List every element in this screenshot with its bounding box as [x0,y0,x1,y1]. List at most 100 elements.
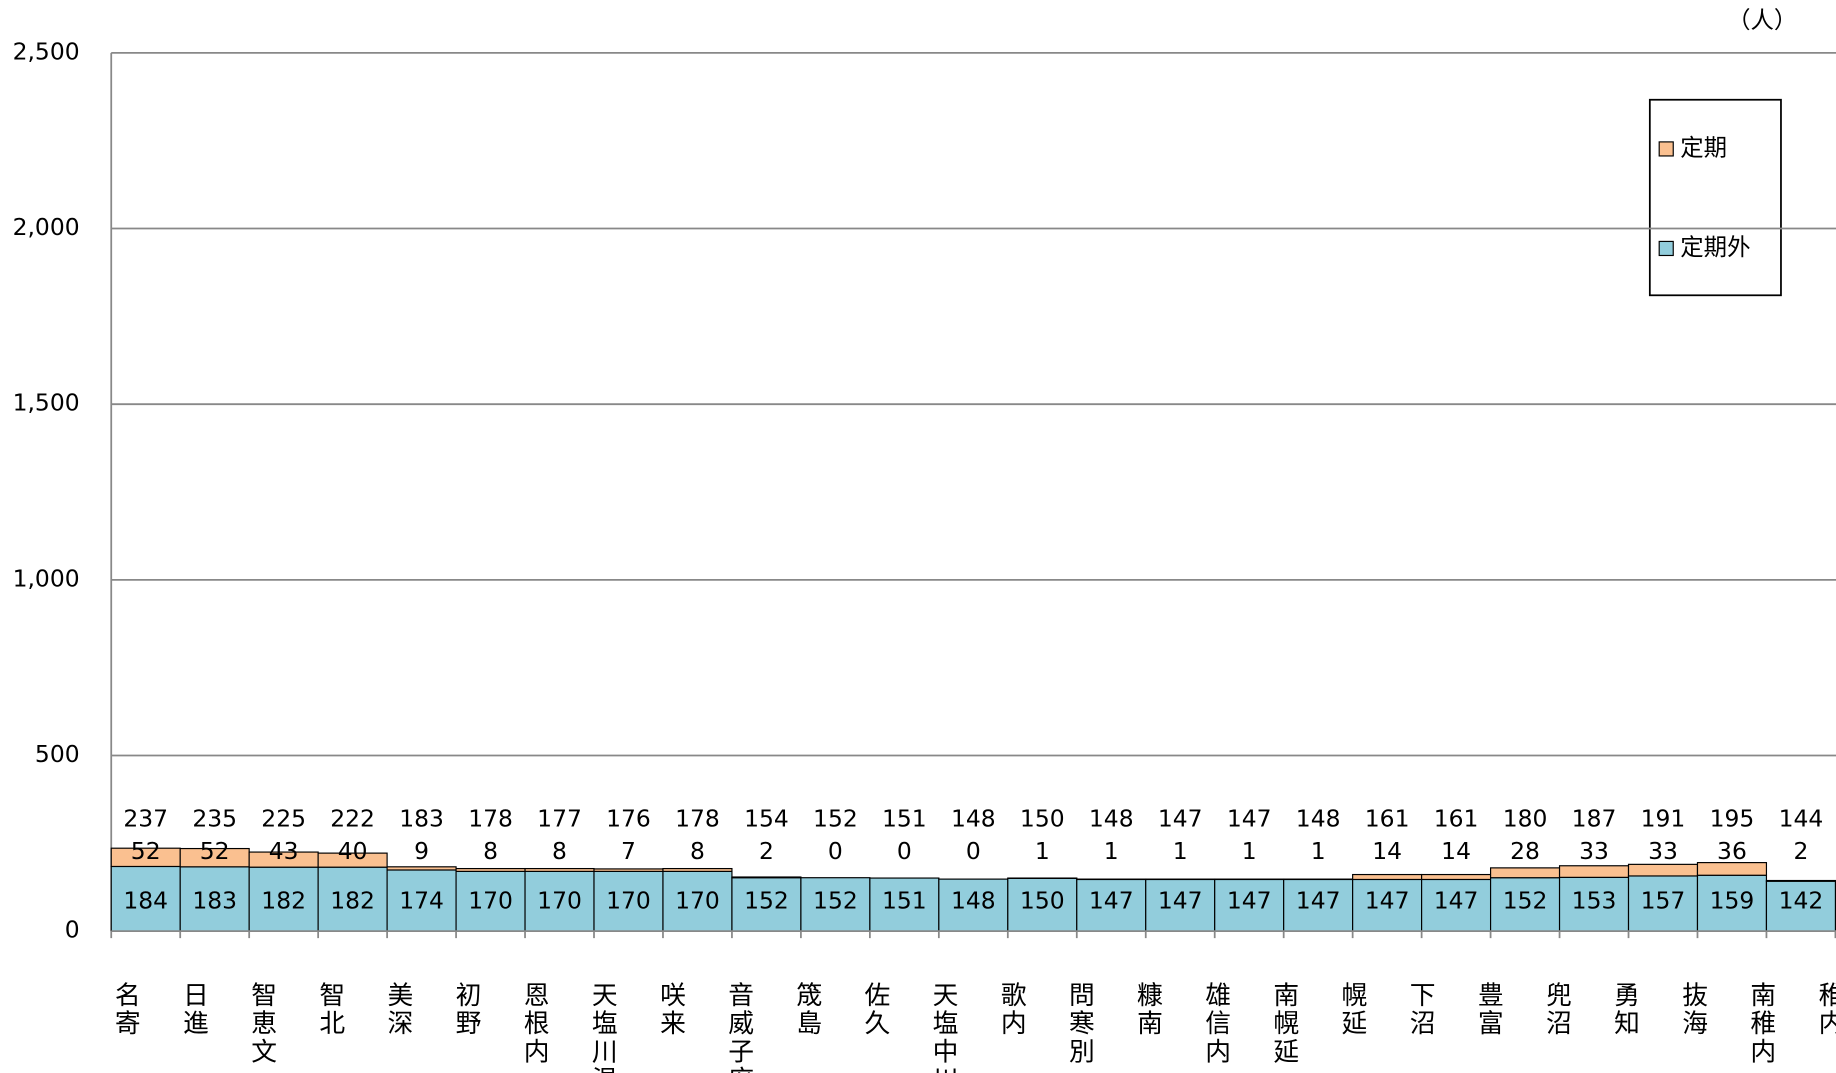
x-tick-label: 美深 [383,981,413,1038]
total-label: 148 [1089,804,1134,832]
bar-segment [524,867,595,872]
total-label: 147 [1227,804,1272,832]
data-label: 14 [1441,837,1471,865]
x-tick-label: 名寄 [110,981,140,1038]
data-label: 28 [1510,837,1540,865]
data-label: 170 [468,886,513,914]
x-tick-label: 稚内 [1814,981,1836,1038]
data-label: 14 [1372,837,1402,865]
y-tick-label: 2,500 [13,37,80,65]
bar-segment [662,870,733,932]
data-label: 0 [966,837,981,865]
data-label: 1 [1104,837,1119,865]
x-tick-label: 雄信内 [1201,981,1231,1066]
bar-segment [455,870,526,932]
x-tick-label: 筬島 [792,981,822,1038]
total-label: 187 [1572,804,1617,832]
x-tick-label: 天塩川温泉 [587,981,617,1073]
x-tick-label: 咲来 [655,981,685,1038]
total-label: 150 [1020,804,1065,832]
total-label: 148 [951,804,996,832]
data-label: 8 [690,837,705,865]
total-label: 161 [1365,804,1410,832]
x-tick-label: 佐久 [860,981,890,1038]
bar-segment [869,877,940,932]
total-label: 237 [123,804,168,832]
bar-segment [317,866,388,932]
bar-segment [524,870,595,932]
data-label: 182 [330,886,375,914]
data-label: 1 [1242,837,1257,865]
legend-box [1648,98,1782,297]
y-tick-label: 500 [35,740,80,768]
legend-label: 定期 [1680,133,1727,161]
data-label: 170 [675,886,720,914]
y-tick-label: 2,000 [13,213,80,241]
total-label: 178 [468,804,513,832]
y-tick-label: 1,000 [13,564,80,592]
data-label: 2 [759,837,774,865]
x-tick-label: 恩根内 [519,981,549,1065]
data-label: 159 [1710,886,1755,914]
total-label: 152 [813,804,858,832]
bar-segment [179,866,250,932]
y-tick-label: 1,500 [13,389,80,417]
total-label: 191 [1641,804,1686,832]
bar-segment [1627,863,1699,877]
data-label: 52 [131,837,161,865]
data-label: 9 [414,837,429,865]
data-label: 52 [200,837,230,865]
x-tick-label: 音威子府 [724,981,754,1073]
data-label: 147 [1365,886,1410,914]
data-label: 170 [606,886,651,914]
data-label: 147 [1089,886,1134,914]
bar-segment [386,866,457,871]
bar-segment [1489,867,1561,879]
legend-swatch [1658,240,1674,257]
data-label: 170 [537,886,582,914]
data-label: 184 [123,886,168,914]
legend-swatch [1658,141,1674,157]
bar-segment [1558,876,1630,932]
total-label: 222 [330,804,375,832]
bar-segment [1696,862,1768,876]
total-label: 235 [192,804,237,832]
x-tick-label: 幌延 [1337,981,1367,1038]
bar-segment [386,869,457,932]
data-label: 7 [621,837,636,865]
x-tick-label: 歌内 [996,981,1026,1038]
data-label: 157 [1641,886,1686,914]
data-label: 148 [951,886,996,914]
data-label: 147 [1158,886,1203,914]
total-label: 183 [399,804,444,832]
total-label: 225 [261,804,306,832]
data-label: 151 [882,886,927,914]
total-label: 144 [1779,804,1824,832]
data-label: 0 [828,837,843,865]
total-label: 178 [675,804,720,832]
bar-segment [317,852,388,868]
x-tick-label: 智北 [315,981,345,1038]
data-label: 33 [1579,837,1609,865]
bar-segment [1421,878,1492,932]
data-label: 147 [1227,886,1272,914]
bar-segment [731,876,802,879]
data-label: 174 [399,886,444,914]
data-label: 152 [813,886,858,914]
bar-segment [938,878,1009,932]
x-tick-label: 兜沼 [1541,981,1571,1038]
data-label: 142 [1779,886,1824,914]
x-tick-label: 初野 [451,981,481,1038]
total-label: 161 [1434,804,1479,832]
x-tick-label: 下沼 [1405,981,1435,1037]
bar-segment [1558,865,1630,878]
total-label: 195 [1710,804,1755,832]
total-label: 147 [1158,804,1203,832]
total-label: 151 [882,804,927,832]
bar-segment [1765,880,1836,932]
data-label: 36 [1717,837,1747,865]
data-label: 0 [897,837,912,865]
data-label: 2 [1793,837,1808,865]
total-label: 148 [1296,804,1341,832]
x-tick-label: 天塩中川 [928,981,958,1073]
